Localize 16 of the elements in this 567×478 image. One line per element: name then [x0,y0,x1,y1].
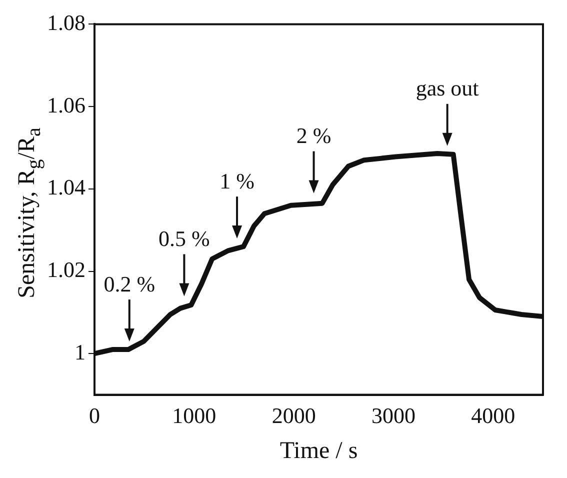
annotation: gas out [416,76,479,101]
x-axis-title: Time / s [280,438,358,464]
y-tick-label: 1.06 [47,92,86,118]
annotation: 2 % [296,123,332,148]
y-tick-label: 1 [74,339,86,364]
x-tick-label: 1000 [172,402,216,428]
annotation: 1 % [220,168,254,194]
x-tick-label: 0 [89,402,100,428]
y-tick-label: 1.04 [47,174,86,200]
y-tick-label: 1.02 [47,257,86,282]
annotation: 0.2 % [104,271,156,296]
x-tick-label: 3000 [372,402,416,428]
x-tick-label: 2000 [272,402,316,428]
annotation: 0.5 % [158,226,210,251]
y-tick-label: 1.08 [47,10,86,35]
x-tick-label: 4000 [471,402,516,428]
